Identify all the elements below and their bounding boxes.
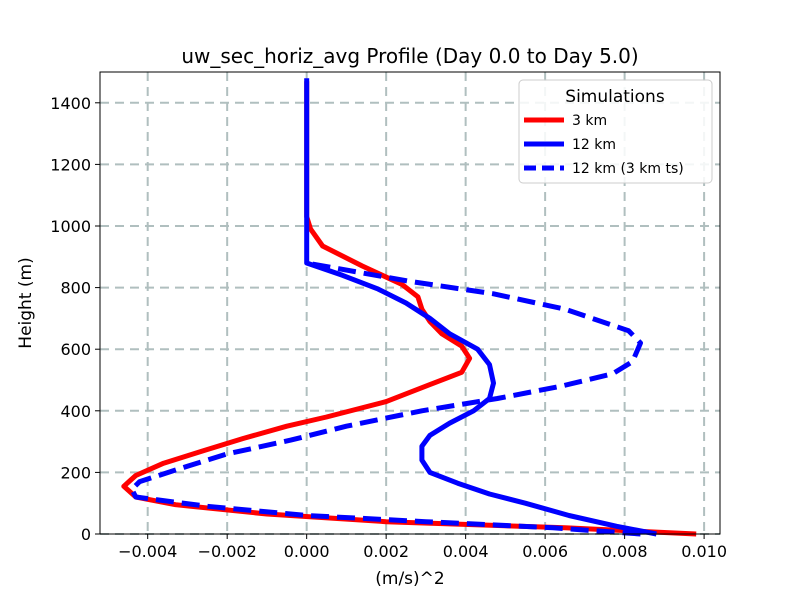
x-axis-label: (m/s)^2 bbox=[375, 569, 444, 589]
x-tick-label: −0.004 bbox=[118, 542, 177, 561]
series-line-3-km bbox=[121, 81, 697, 537]
legend-entries: 3 km 12 km 12 km (3 km ts) bbox=[524, 113, 684, 177]
x-tick-label: 0.010 bbox=[681, 542, 727, 561]
x-tick-label: 0.004 bbox=[443, 542, 489, 561]
series-lines bbox=[121, 78, 697, 537]
series-line-12-km-3-km-ts bbox=[129, 260, 643, 537]
chart-title: uw_sec_horiz_avg Profile (Day 0.0 to Day… bbox=[181, 44, 638, 68]
legend-label: 12 km (3 km ts) bbox=[572, 161, 684, 177]
y-tick-label: 200 bbox=[60, 463, 91, 482]
x-tick-label: 0.000 bbox=[284, 542, 330, 561]
legend-label: 3 km bbox=[572, 113, 607, 129]
legend-label: 12 km bbox=[572, 137, 616, 153]
x-tick-label: 0.002 bbox=[363, 542, 409, 561]
legend: Simulations 3 km 12 km 12 km (3 km ts) bbox=[518, 79, 713, 184]
y-tick-label: 400 bbox=[60, 402, 91, 421]
y-axis-label: Height (m) bbox=[16, 257, 36, 348]
y-tick-label: 1200 bbox=[50, 155, 91, 174]
x-tick-label: 0.006 bbox=[522, 542, 568, 561]
x-tick-label: −0.002 bbox=[198, 542, 257, 561]
legend-title: Simulations bbox=[565, 87, 665, 107]
y-tick-label: 1400 bbox=[50, 94, 91, 113]
y-tick-label: 600 bbox=[60, 340, 91, 359]
x-axis-ticks: −0.004 −0.002 0.000 0.002 0.004 0.006 0.008 0.0… bbox=[118, 534, 727, 561]
plot-frame bbox=[99, 71, 721, 535]
y-tick-label: 800 bbox=[60, 279, 91, 298]
x-tick-label: 0.008 bbox=[602, 542, 648, 561]
y-tick-label: 1000 bbox=[50, 217, 91, 236]
y-axis-ticks: 0 200 400 600 800 1000 1200 1400 bbox=[50, 94, 100, 544]
y-tick-label: 0 bbox=[81, 525, 91, 544]
legend-box bbox=[518, 79, 713, 184]
